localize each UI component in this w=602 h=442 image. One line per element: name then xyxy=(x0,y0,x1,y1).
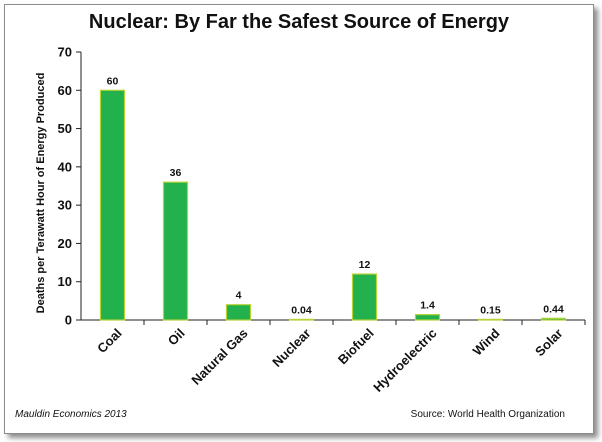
data-label: 60 xyxy=(107,75,119,87)
y-tick-label: 70 xyxy=(58,45,72,60)
x-tick-label: Hydroelectric xyxy=(370,326,439,395)
data-label: 36 xyxy=(170,167,182,179)
data-label: 1.4 xyxy=(420,300,435,312)
data-label: 0.04 xyxy=(291,304,312,316)
data-label: 0.44 xyxy=(543,303,564,315)
y-tick-label: 10 xyxy=(58,274,72,289)
y-tick-label: 30 xyxy=(58,198,72,213)
x-tick-label: Natural Gas xyxy=(188,326,250,388)
chart-title: Nuclear: By Far the Safest Source of Ene… xyxy=(88,11,510,33)
data-label: 4 xyxy=(236,290,242,302)
x-tick-label: Wind xyxy=(470,325,503,358)
bar-chart: 0 10 20 30 40 50 60 70 Coal Oil Natural Gas Nuclear… xyxy=(58,45,586,395)
bar-coal xyxy=(99,89,126,321)
bar-biofuel xyxy=(351,273,378,321)
x-tick-label: Biofuel xyxy=(335,326,377,368)
bar-wind xyxy=(477,318,504,321)
data-labels: 60 36 4 0.04 12 1.4 0.15 0.44 xyxy=(107,75,564,316)
x-tick-label: Nuclear xyxy=(269,326,313,370)
bars xyxy=(99,89,567,321)
y-tick-label: 60 xyxy=(58,83,72,98)
bar-nuclear xyxy=(288,318,315,321)
data-label: 0.15 xyxy=(480,304,501,316)
credit-text: Mauldin Economics 2013 xyxy=(15,409,127,420)
x-tick-label: Coal xyxy=(94,326,125,357)
x-tick-label: Solar xyxy=(532,326,566,360)
bar-oil xyxy=(162,181,189,321)
y-tick-label: 50 xyxy=(58,121,72,136)
bar-hydroelectric xyxy=(414,314,441,321)
y-tick-label: 0 xyxy=(65,313,72,328)
bar-natural-gas xyxy=(225,304,252,321)
y-tick-label: 20 xyxy=(58,236,72,251)
y-tick-label: 40 xyxy=(58,159,72,174)
bar-solar xyxy=(540,317,567,321)
axes: 0 10 20 30 40 50 60 70 Coal Oil Natural Gas Nuclear… xyxy=(58,45,586,395)
x-tick-label: Oil xyxy=(165,326,188,349)
chart-frame: Nuclear: By Far the Safest Source of Ene… xyxy=(4,4,594,434)
source-text: Source: World Health Organization xyxy=(410,409,565,420)
data-label: 12 xyxy=(359,259,371,271)
